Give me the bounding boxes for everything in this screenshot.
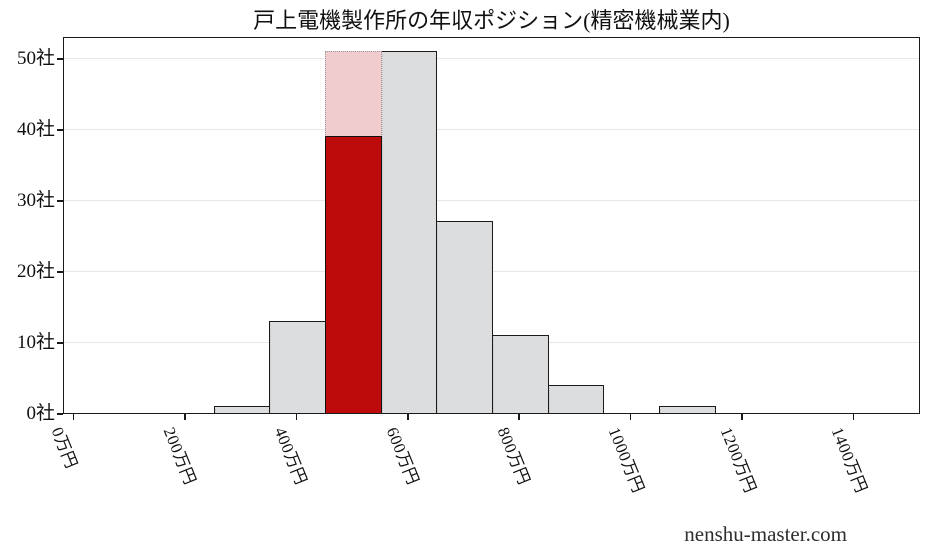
x-tick-label-400: 400万円 <box>270 424 311 488</box>
histogram-bar-750-850 <box>492 334 549 414</box>
y-tick-mark <box>57 342 63 344</box>
y-tick-mark <box>57 200 63 202</box>
x-tick-label-0: 0万円 <box>47 424 82 472</box>
gridline-50社 <box>64 57 919 59</box>
y-tick-label-30: 30社 <box>16 190 55 211</box>
x-tick-mark <box>295 414 298 420</box>
x-tick-label-1400: 1400万円 <box>827 424 872 496</box>
histogram-bar-350-450 <box>269 320 326 414</box>
y-tick-mark <box>57 271 63 273</box>
chart-title: 戸上電機製作所の年収ポジション(精密機械業内) <box>253 8 730 33</box>
y-tick-label-0: 0社 <box>26 403 55 424</box>
x-tick-mark <box>629 414 632 420</box>
x-tick-mark <box>518 414 520 420</box>
histogram-bar-1050-1150 <box>659 405 716 414</box>
x-tick-label-1000: 1000万円 <box>604 424 649 496</box>
x-tick-label-600: 600万円 <box>382 424 423 488</box>
x-tick-label-1200: 1200万円 <box>716 424 760 496</box>
x-tick-label-200: 200万円 <box>159 424 200 488</box>
y-tick-label-10: 10社 <box>16 332 55 353</box>
x-tick-label-800: 800万円 <box>493 424 534 488</box>
x-tick-mark <box>72 414 75 420</box>
x-tick-mark <box>741 414 743 420</box>
histogram-bar-550-650 <box>380 50 438 414</box>
histogram-bar-650-750 <box>436 221 494 413</box>
plot-area <box>63 37 920 414</box>
gridline-30社 <box>64 199 919 201</box>
y-tick-mark <box>57 58 63 60</box>
gridline-40社 <box>64 128 919 130</box>
x-tick-mark <box>852 414 855 420</box>
x-tick-mark <box>407 414 409 420</box>
y-tick-mark <box>57 413 63 415</box>
histogram-bar-250-350 <box>213 405 271 414</box>
y-tick-label-50: 50社 <box>16 48 55 69</box>
y-tick-label-20: 20社 <box>16 261 55 282</box>
y-tick-mark <box>57 129 63 131</box>
histogram-bar-850-950 <box>547 384 605 414</box>
y-tick-label-40: 40社 <box>16 119 55 140</box>
x-tick-mark <box>184 414 186 420</box>
company-bin-bar-450-550 <box>324 136 382 413</box>
watermark-text: nenshu-master.com <box>684 522 847 546</box>
